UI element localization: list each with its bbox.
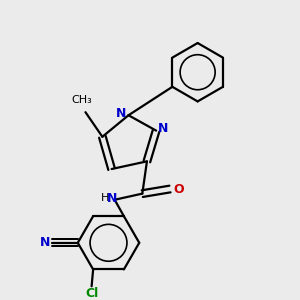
Text: Cl: Cl	[85, 286, 98, 300]
Text: N: N	[158, 122, 168, 135]
Text: N: N	[116, 106, 127, 120]
Text: H: H	[101, 193, 110, 203]
Text: O: O	[173, 182, 184, 196]
Text: N: N	[40, 236, 50, 249]
Text: N: N	[107, 192, 117, 205]
Text: CH₃: CH₃	[71, 95, 92, 105]
